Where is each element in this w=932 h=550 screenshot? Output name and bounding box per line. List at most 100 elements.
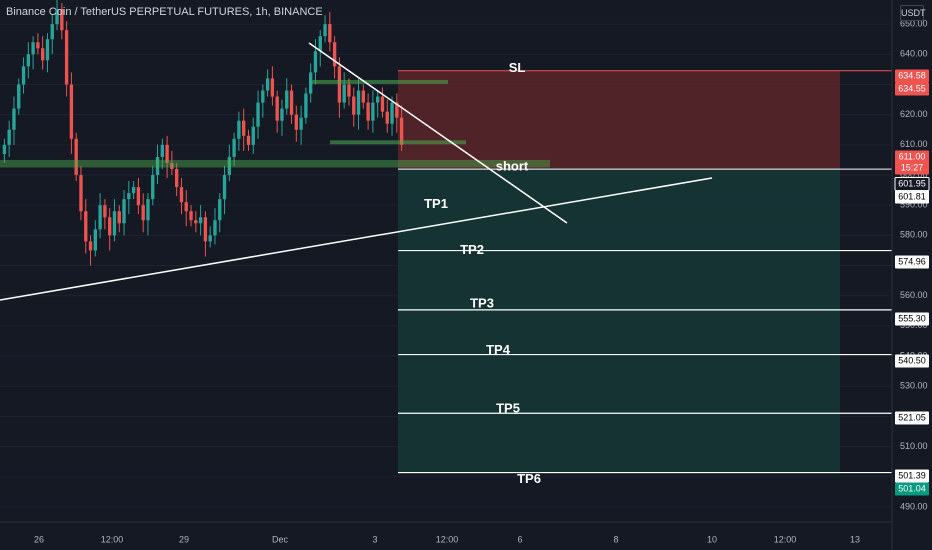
candle-body	[127, 193, 131, 200]
candle-body	[151, 175, 155, 200]
resistance-marker	[312, 79, 448, 84]
candle-body	[218, 199, 222, 221]
candle-body	[270, 78, 275, 97]
candle-body	[361, 90, 365, 103]
candle-body	[165, 144, 169, 163]
candle-body	[256, 102, 260, 127]
candle-body	[98, 205, 102, 230]
candle-body	[122, 199, 126, 224]
price-label: 555.30	[898, 313, 926, 323]
candle-body	[184, 202, 188, 212]
x-tick-label: Dec	[272, 534, 289, 544]
candle-body	[208, 235, 212, 242]
candle-body	[237, 120, 241, 139]
price-label: 601.81	[898, 191, 926, 201]
candle-body	[146, 199, 150, 221]
candle-body	[136, 187, 141, 206]
y-tick-label: 650.00	[900, 19, 928, 29]
descending-trendline	[308, 42, 568, 224]
candle-body	[170, 162, 174, 169]
candle-body	[60, 9, 64, 31]
candle-body	[294, 114, 298, 130]
candle-body	[275, 96, 279, 121]
candle-body	[198, 217, 203, 224]
candle-body	[332, 42, 337, 67]
annotation-label: TP3	[470, 295, 494, 310]
currency-selector[interactable]: USDT	[900, 5, 926, 21]
y-tick-label: 620.00	[900, 109, 928, 119]
y-tick-label: 490.00	[900, 501, 928, 511]
y-tick-label: 610.00	[900, 139, 928, 149]
price-label: 611.00	[899, 151, 926, 161]
price-label-box	[895, 354, 929, 368]
price-label: 501.39	[898, 470, 926, 480]
annotation-label: SL	[509, 60, 526, 75]
price-label-box	[895, 150, 929, 164]
candle-body	[12, 108, 16, 130]
candle-body	[2, 144, 7, 154]
candle-body	[347, 84, 351, 97]
x-tick-label: 12:00	[436, 534, 459, 544]
candle-body	[352, 96, 356, 115]
candle-body	[213, 220, 217, 236]
candle-body	[371, 102, 375, 121]
candle-body	[376, 96, 380, 103]
candle-body	[328, 24, 332, 43]
y-tick-label: 560.00	[900, 290, 928, 300]
price-label-box	[895, 82, 929, 96]
candle-body	[390, 102, 394, 124]
price-label-box	[895, 255, 929, 269]
annotation-label: short	[496, 159, 529, 174]
candle-body	[131, 187, 136, 194]
candle-body	[179, 187, 184, 203]
take-profit-zone	[398, 169, 840, 474]
candle-body	[309, 72, 313, 94]
price-label: 501.04	[898, 483, 926, 493]
candle-body	[299, 117, 303, 130]
candle-body	[227, 156, 231, 176]
price-label: 601.95	[898, 178, 926, 188]
price-label: 574.96	[898, 256, 926, 266]
y-tick-label: 510.00	[900, 441, 928, 451]
x-tick-label: 10	[707, 534, 717, 544]
x-tick-label: 3	[372, 534, 377, 544]
annotation-label: TP2	[460, 242, 484, 257]
candle-body	[17, 84, 21, 109]
candle-body	[222, 175, 227, 200]
candle-body	[289, 90, 294, 115]
candle-body	[108, 217, 112, 236]
x-tick-label: 29	[179, 534, 189, 544]
annotation-label: TP4	[486, 342, 511, 357]
support-marker	[330, 140, 466, 145]
candle-body	[313, 51, 318, 73]
candle-body	[84, 211, 88, 242]
x-tick-label: 12:00	[774, 534, 797, 544]
annotation-label: TP6	[517, 471, 541, 486]
candle-body	[265, 78, 270, 91]
price-label: 540.50	[898, 355, 926, 365]
x-tick-label: 26	[34, 534, 44, 544]
x-tick-label: 12:00	[101, 534, 124, 544]
candle-body	[203, 217, 208, 242]
candle-body	[79, 175, 83, 212]
candle-body	[304, 93, 308, 118]
candle-body	[175, 168, 179, 188]
annotation-label: TP5	[496, 401, 520, 416]
candle-body	[385, 111, 389, 124]
price-label: 634.55	[898, 83, 926, 93]
candle-body	[194, 220, 198, 224]
x-tick-label: 6	[517, 534, 522, 544]
price-label: 634.58	[898, 70, 926, 80]
candle-body	[337, 66, 342, 103]
candle-body	[318, 36, 322, 52]
support-band	[0, 159, 550, 168]
candle-body	[26, 54, 30, 67]
candle-body	[45, 39, 50, 61]
candle-body	[380, 96, 385, 112]
candle-body	[50, 24, 54, 40]
candle-body	[36, 42, 40, 49]
candle-body	[141, 205, 145, 221]
price-label-box	[895, 161, 929, 175]
